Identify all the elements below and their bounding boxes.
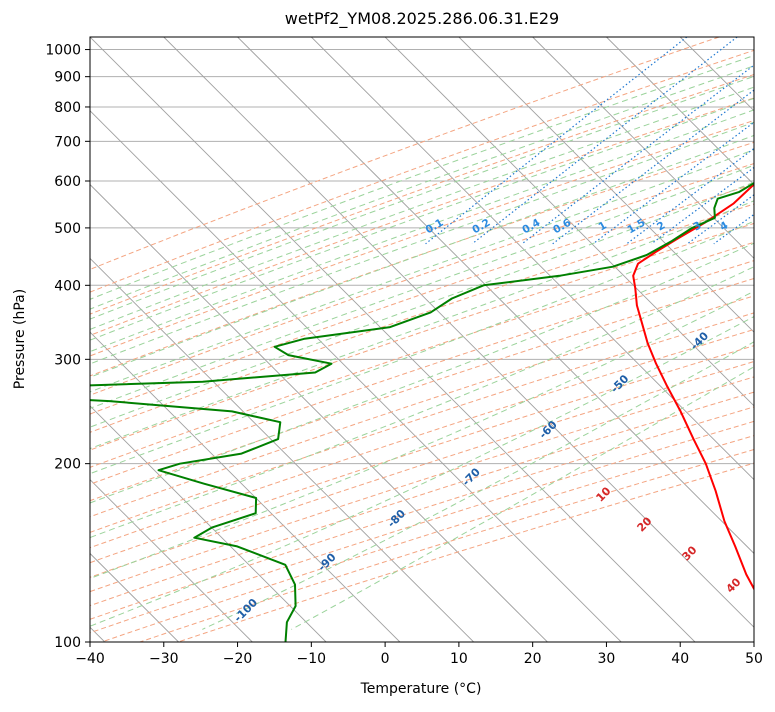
x-tick-label: −40 xyxy=(75,651,105,667)
moist-adiabat-label: 10 xyxy=(594,484,614,504)
y-tick-label: 400 xyxy=(54,278,81,294)
x-tick-label: −10 xyxy=(297,651,327,667)
y-tick-label: 800 xyxy=(54,100,81,116)
moist-adiabat-line xyxy=(0,37,775,629)
dry-adiabat-label: -30 xyxy=(752,295,775,318)
moist-adiabat-label: 20 xyxy=(635,514,655,534)
x-tick-label: 30 xyxy=(598,651,616,667)
mixing-ratio-line xyxy=(714,37,775,244)
x-tick-label: 20 xyxy=(524,651,542,667)
moist-adiabat-line xyxy=(0,37,775,629)
moist-adiabat-line xyxy=(0,37,775,629)
dry-adiabat-label: -90 xyxy=(315,550,338,573)
isotherm-line xyxy=(164,37,769,642)
y-tick-label: 200 xyxy=(54,457,81,473)
mixing-ratio-line xyxy=(522,37,775,244)
dry-adiabat-label: -50 xyxy=(608,372,631,395)
moist-adiabat-line xyxy=(0,37,775,629)
line-label-layer: -100-90-80-70-60-50-40-30-20-10010203040… xyxy=(232,205,775,624)
dry-adiabat-line xyxy=(0,37,719,642)
dry-adiabat-line xyxy=(25,37,775,642)
isotherm-line xyxy=(0,37,252,642)
moist-adiabat-line xyxy=(0,37,775,629)
y-tick-label: 900 xyxy=(54,70,81,86)
isotherm-line xyxy=(0,37,400,642)
moist-adiabat-line xyxy=(202,37,775,629)
mixing-ratio-label: 6 xyxy=(757,219,769,233)
mixing-ratio-line xyxy=(553,37,775,244)
moist-adiabat-label: 30 xyxy=(680,543,700,563)
y-tick-label: 100 xyxy=(54,635,81,651)
dry-adiabat-line xyxy=(102,37,775,642)
isotherm-line xyxy=(16,37,621,642)
x-tick-label: −30 xyxy=(149,651,179,667)
x-tick-label: 40 xyxy=(671,651,689,667)
mixing-ratio-label: 3 xyxy=(691,219,703,233)
mixing-ratio-label: 0.2 xyxy=(470,217,492,237)
moist-adiabat-line xyxy=(0,37,775,629)
moist-adiabat-line xyxy=(0,37,775,629)
isotherm-line xyxy=(459,37,775,642)
dry-adiabat-label: -70 xyxy=(460,465,483,488)
moist-adiabat-line xyxy=(0,37,775,629)
x-tick-label: 0 xyxy=(381,651,390,667)
isotherm-line xyxy=(90,37,695,642)
moist-adiabat-line xyxy=(0,37,775,629)
moist-adiabat-line xyxy=(0,37,775,629)
mixing-ratio-label: 0.4 xyxy=(520,217,542,237)
moist-adiabat-line xyxy=(0,37,775,629)
y-tick-label: 600 xyxy=(54,174,81,190)
mixing-ratio-label: 2 xyxy=(655,219,667,233)
dry-adiabat-label: -80 xyxy=(385,507,408,530)
y-tick-label: 700 xyxy=(54,134,81,150)
x-tick-label: 10 xyxy=(450,651,468,667)
moist-adiabat-line xyxy=(0,37,775,629)
grid-layer xyxy=(0,37,775,642)
isotherm-line xyxy=(385,37,775,642)
mixing-ratio-line xyxy=(426,37,687,244)
isotherm-line xyxy=(533,37,775,642)
x-axis-label: Temperature (°C) xyxy=(360,681,482,697)
moist-adiabat-line xyxy=(0,37,775,629)
y-axis-label: Pressure (hPa) xyxy=(12,289,28,389)
y-tick-label: 300 xyxy=(54,352,81,368)
moist-adiabat-line xyxy=(0,37,775,629)
x-tick-label: −20 xyxy=(223,651,253,667)
moist-adiabat-line xyxy=(82,37,775,629)
y-tick-label: 500 xyxy=(54,221,81,237)
dry-adiabat-label: -100 xyxy=(232,596,261,625)
chart-title: wetPf2_YM08.2025.286.06.31.E29 xyxy=(90,9,754,28)
moist-adiabat-line xyxy=(0,37,775,629)
y-tick-label: 1000 xyxy=(45,43,81,59)
mixing-ratio-line xyxy=(651,37,775,244)
isotherm-line xyxy=(0,37,547,642)
isotherm-line xyxy=(754,37,775,642)
x-tick-label: 50 xyxy=(745,651,763,667)
moist-adiabat-line xyxy=(0,37,775,629)
dry-adiabat-label: -60 xyxy=(537,418,560,441)
mixing-ratio-line xyxy=(753,37,775,244)
moist-adiabat-label: 40 xyxy=(724,575,744,595)
axes-layer: −40 −30 −20 −10 0 10 20 30 40 50 100 200 300 400 500 60… xyxy=(45,43,763,667)
